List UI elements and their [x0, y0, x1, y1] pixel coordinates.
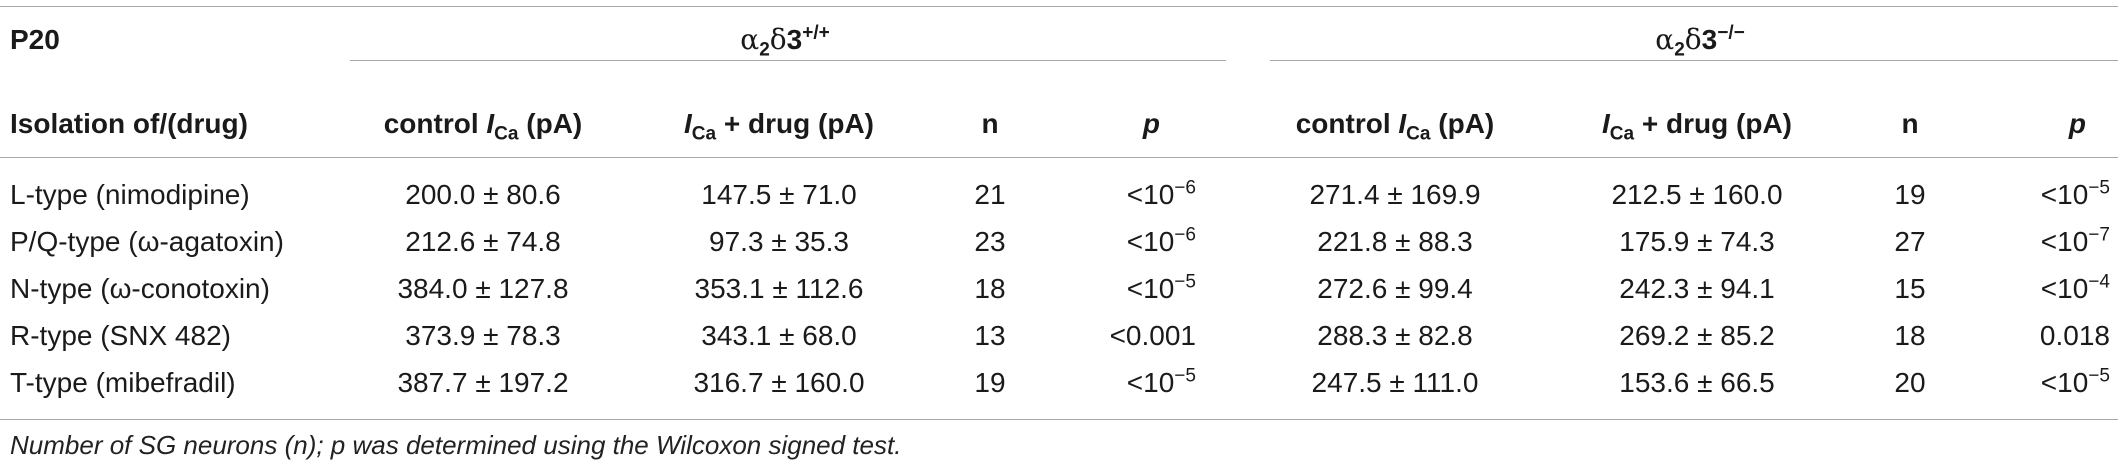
wt-n-value: 13 — [974, 320, 1006, 351]
wt-p-value: <10−6 — [1126, 177, 1196, 210]
ko-p-value: <10−7 — [2040, 224, 2110, 257]
wt-control-value: 387.7 ± 197.2 — [397, 367, 569, 398]
ko-n-value: 18 — [1894, 320, 1926, 351]
row-label: P/Q-type (ω-agatoxin) — [10, 226, 284, 257]
header-bottom-rule — [0, 157, 2118, 158]
row-label: R-type (SNX 482) — [10, 320, 231, 351]
ko-control-value: 271.4 ± 169.9 — [1309, 179, 1481, 210]
ko-control-value: 221.8 ± 88.3 — [1317, 226, 1473, 257]
group2-label: α2δ3−/− — [1655, 22, 1745, 61]
row-header: Isolation of/(drug) — [10, 108, 248, 139]
table-footnote: Number of SG neurons (n); p was determin… — [10, 430, 902, 460]
ko-p-header: p — [2068, 108, 2086, 139]
ko-p-value: <10−5 — [2040, 365, 2110, 398]
ko-drug-value: 175.9 ± 74.3 — [1619, 226, 1775, 257]
ko-drug-header: ICa + drug (pA) — [1602, 108, 1792, 145]
wt-p-value: <10−5 — [1126, 271, 1196, 304]
wt-p-header: p — [1142, 108, 1160, 139]
ko-p-value: <10−4 — [2040, 271, 2110, 304]
ko-n-value: 15 — [1894, 273, 1926, 304]
ko-n-value: 27 — [1894, 226, 1926, 257]
ko-drug-value: 153.6 ± 66.5 — [1619, 367, 1775, 398]
wt-n-value: 23 — [974, 226, 1006, 257]
ko-control-header: control ICa (pA) — [1295, 108, 1495, 145]
wt-control-header: control ICa (pA) — [383, 108, 583, 145]
wt-n-value: 18 — [974, 273, 1006, 304]
table-top-rule — [0, 6, 2118, 7]
group1-label: α2δ3+/+ — [740, 22, 830, 61]
wt-drug-value: 343.1 ± 68.0 — [701, 320, 857, 351]
group1-underline — [350, 60, 1226, 61]
wt-drug-header: ICa + drug (pA) — [684, 108, 874, 145]
wt-n-value: 19 — [974, 367, 1006, 398]
wt-n-value: 21 — [974, 179, 1006, 210]
wt-control-value: 384.0 ± 127.8 — [397, 273, 569, 304]
wt-control-value: 200.0 ± 80.6 — [405, 179, 561, 210]
ko-n-value: 20 — [1894, 367, 1926, 398]
wt-n-header: n — [981, 108, 999, 139]
ko-n-header: n — [1901, 108, 1919, 139]
row-label: N-type (ω-conotoxin) — [10, 273, 270, 304]
table-bottom-rule — [0, 419, 2118, 420]
group2-underline — [1270, 60, 2118, 61]
wt-drug-value: 147.5 ± 71.0 — [701, 179, 857, 210]
ko-drug-value: 242.3 ± 94.1 — [1619, 273, 1775, 304]
ko-control-value: 288.3 ± 82.8 — [1317, 320, 1473, 351]
ko-control-value: 272.6 ± 99.4 — [1317, 273, 1473, 304]
wt-drug-value: 353.1 ± 112.6 — [694, 273, 864, 304]
ko-drug-value: 212.5 ± 160.0 — [1611, 179, 1783, 210]
stage-label: P20 — [10, 24, 60, 55]
ko-control-value: 247.5 ± 111.0 — [1311, 367, 1479, 398]
wt-drug-value: 97.3 ± 35.3 — [709, 226, 849, 257]
wt-control-value: 373.9 ± 78.3 — [405, 320, 561, 351]
row-label: L-type (nimodipine) — [10, 179, 250, 210]
ko-n-value: 19 — [1894, 179, 1926, 210]
ko-drug-value: 269.2 ± 85.2 — [1619, 320, 1775, 351]
wt-p-value: <10−5 — [1126, 365, 1196, 398]
ko-p-value: <10−5 — [2040, 177, 2110, 210]
row-label: T-type (mibefradil) — [10, 367, 236, 398]
wt-p-value: <10−6 — [1126, 224, 1196, 257]
wt-drug-value: 316.7 ± 160.0 — [693, 367, 865, 398]
wt-control-value: 212.6 ± 74.8 — [405, 226, 561, 257]
ko-p-value: 0.018 — [2039, 320, 2110, 351]
wt-p-value: <0.001 — [1109, 320, 1196, 351]
